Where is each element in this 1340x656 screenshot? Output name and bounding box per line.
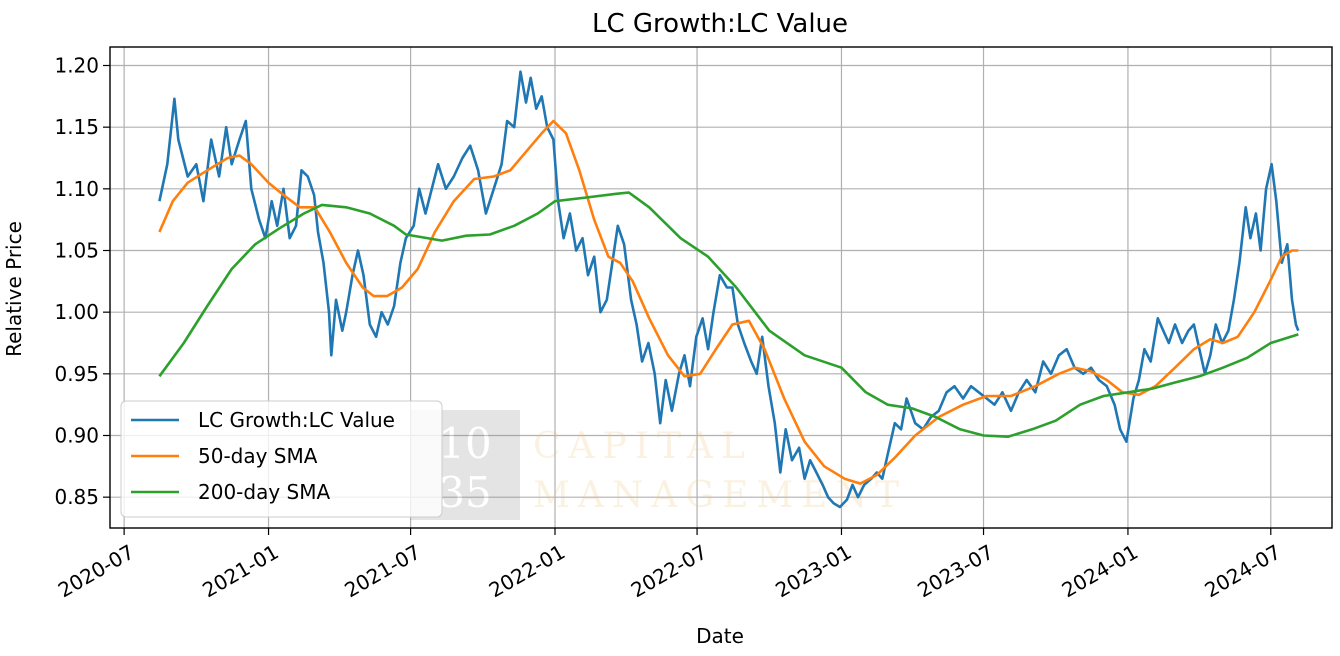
- x-tick-label: 2021-01: [198, 540, 282, 603]
- series-line-2: [158, 191, 1299, 438]
- legend: LC Growth:LC Value 50-day SMA 200-day SMA: [120, 400, 443, 518]
- y-tick-label: 1.20: [54, 54, 99, 78]
- legend-label-1: 50-day SMA: [198, 444, 318, 468]
- y-axis-label: Relative Price: [2, 221, 26, 357]
- y-tick-label: 1.05: [54, 239, 99, 263]
- y-tick-label: 0.85: [54, 485, 99, 509]
- legend-label-2: 200-day SMA: [198, 480, 330, 504]
- y-tick-label: 1.10: [54, 177, 99, 201]
- series-lines: [158, 70, 1300, 509]
- y-tick-label: 0.95: [54, 362, 99, 386]
- plot-frame: [109, 46, 1333, 529]
- series-line-0: [158, 70, 1300, 509]
- watermark-number-bottom: 35: [438, 468, 491, 517]
- y-tick-label: 1.15: [54, 115, 99, 139]
- watermark-number-top: 10: [438, 419, 491, 468]
- x-tick-label: 2020-07: [54, 540, 138, 603]
- watermark-line-1: CAPITAL: [533, 426, 753, 467]
- y-tick-label: 1.00: [54, 300, 99, 324]
- x-tick-label: 2022-01: [485, 540, 569, 603]
- x-tick-label: 2024-07: [1201, 540, 1285, 603]
- series-line-1: [158, 119, 1299, 485]
- legend-label-0: LC Growth:LC Value: [198, 408, 395, 432]
- watermark-line-2: MANAGEMENT: [533, 475, 907, 516]
- x-tick-label: 2022-07: [627, 540, 711, 603]
- x-tick-label: 2024-01: [1058, 540, 1142, 603]
- x-tick-label: 2023-01: [771, 540, 855, 603]
- x-axis: 2020-07 2021-01 2021-07 2022-01 2022-07 2023-…: [54, 528, 1285, 602]
- x-tick-label: 2023-07: [913, 540, 997, 603]
- legend-box: [120, 400, 443, 518]
- x-tick-label: 2021-07: [340, 540, 424, 603]
- y-tick-label: 0.90: [54, 424, 99, 448]
- x-axis-label: Date: [696, 624, 744, 648]
- y-axis: 0.85 0.90 0.95 1.00 1.05 1.10 1.15 1.20: [54, 54, 110, 509]
- chart-title: LC Growth:LC Value: [592, 9, 848, 39]
